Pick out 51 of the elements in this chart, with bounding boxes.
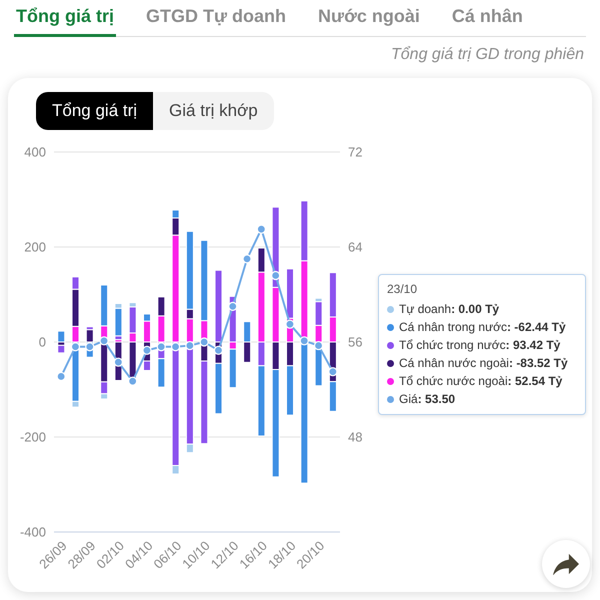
y-tick-label: 200 bbox=[24, 240, 46, 255]
bar bbox=[57, 344, 66, 354]
point bbox=[214, 346, 224, 355]
text: GTGD Tự doanh bbox=[146, 6, 286, 26]
point bbox=[99, 336, 109, 346]
point bbox=[185, 340, 194, 350]
point bbox=[56, 372, 66, 382]
text: : 93.42 Tỷ bbox=[506, 338, 560, 352]
text: 23/10 bbox=[387, 282, 418, 296]
point bbox=[170, 342, 180, 352]
legend-label: Giá bbox=[399, 392, 418, 406]
point bbox=[314, 340, 324, 350]
point bbox=[242, 254, 252, 264]
point bbox=[200, 337, 209, 347]
y2-tick-label: 56 bbox=[348, 334, 362, 350]
legend-label: Cá nhân nước ngoài bbox=[399, 356, 509, 370]
text: : 52.54 Tỷ bbox=[508, 374, 562, 388]
point bbox=[300, 336, 309, 346]
point bbox=[285, 320, 295, 329]
point bbox=[328, 367, 338, 376]
legend-label: Cá nhân trong nước bbox=[399, 320, 507, 334]
y2-tick-label: 64 bbox=[348, 240, 362, 255]
text: Giá trị khớp bbox=[169, 101, 258, 120]
point bbox=[114, 358, 123, 367]
y2-tick-label: 72 bbox=[348, 144, 362, 160]
y-tick-label: 0 bbox=[38, 334, 46, 350]
text: : 53.50 bbox=[418, 392, 456, 406]
point bbox=[271, 270, 280, 280]
text: Tổng giá trị bbox=[16, 6, 114, 26]
text: Nước ngoài bbox=[318, 6, 420, 26]
legend-label: Tự doanh bbox=[399, 302, 452, 316]
legend-label: Tổ chức trong nước bbox=[399, 338, 506, 352]
point bbox=[228, 302, 238, 311]
text: Cá nhân bbox=[452, 6, 523, 26]
text: : -62.44 Tỷ bbox=[506, 320, 566, 334]
text: : 0.00 Tỷ bbox=[451, 302, 500, 316]
point bbox=[256, 224, 266, 234]
bar bbox=[57, 330, 66, 342]
text: Tổng giá trị GD trong phiên bbox=[391, 46, 584, 63]
point bbox=[70, 342, 80, 352]
y-tick-label: -200 bbox=[20, 430, 46, 445]
y2-tick-label: 48 bbox=[348, 430, 362, 445]
y-tick-label: -400 bbox=[20, 524, 46, 540]
point bbox=[142, 346, 152, 355]
text: : -83.52 Tỷ bbox=[508, 356, 568, 370]
text: Tổng giá trị bbox=[52, 101, 138, 120]
point bbox=[128, 376, 138, 386]
y-tick-label: 400 bbox=[24, 144, 46, 160]
point bbox=[85, 342, 94, 352]
legend-label: Tổ chức nước ngoài bbox=[399, 374, 508, 388]
point bbox=[156, 342, 166, 352]
